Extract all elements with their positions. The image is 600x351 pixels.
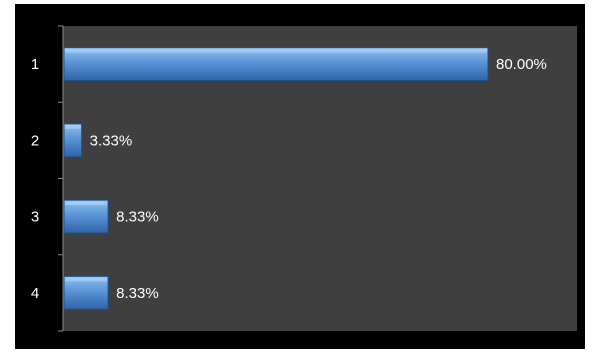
data-label-3: 8.33% xyxy=(116,209,159,226)
y-axis xyxy=(58,25,64,332)
bar-2 xyxy=(63,123,83,158)
bar-1 xyxy=(63,47,489,82)
data-label-2: 3.33% xyxy=(90,132,133,149)
data-label-4: 8.33% xyxy=(116,285,159,302)
bars xyxy=(63,47,489,310)
y-tick-label-2: 2 xyxy=(31,132,39,149)
bar-highlight-1 xyxy=(65,48,487,53)
bar-3 xyxy=(63,199,109,234)
bar-highlight-2 xyxy=(65,124,81,129)
y-tick-label-1: 1 xyxy=(31,56,39,73)
bar-4 xyxy=(63,275,109,310)
y-tick-label-4: 4 xyxy=(31,285,39,302)
bar-chart: 1 80.00% 2 3.33% 3 8.33% 4 8.33% xyxy=(15,4,585,349)
y-tick-label-3: 3 xyxy=(31,209,39,226)
data-label-1: 80.00% xyxy=(496,56,547,73)
bar-highlight-4 xyxy=(65,277,108,282)
labels: 1 80.00% 2 3.33% 3 8.33% 4 8.33% xyxy=(31,56,547,302)
bar-highlight-3 xyxy=(65,201,108,206)
